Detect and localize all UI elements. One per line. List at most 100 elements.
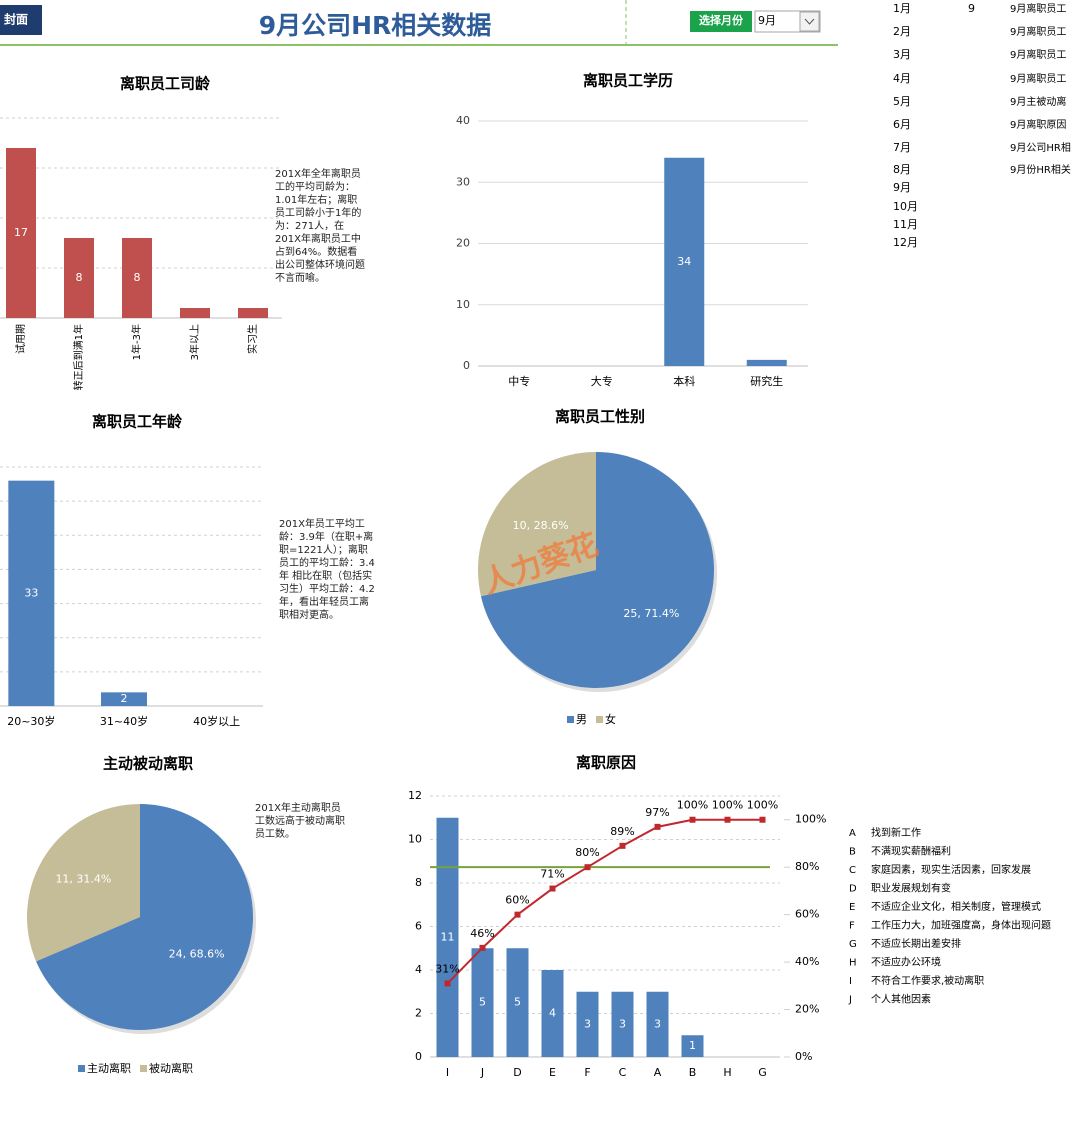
line-value-label: 97% <box>645 806 669 819</box>
month-cell: 2月 <box>893 25 911 38</box>
chart-title: 离职员工学历 <box>583 72 673 90</box>
x-tick-label: 实习生 <box>246 324 259 354</box>
sheet-name-cell: 9月离职原因 <box>1010 118 1066 131</box>
chart-annotation: 201X年全年离职员工的平均司龄为：1.01年左右；离职员工司龄小于1年的为：2… <box>275 169 365 284</box>
x-tick-label: B <box>689 1066 697 1079</box>
note-text: 职业发展规划有变 <box>871 882 951 895</box>
x-tick-label: J <box>480 1066 484 1079</box>
line-point <box>584 864 591 871</box>
note-key: E <box>849 902 855 913</box>
sheet-name-cell: 9月离职员工 <box>1010 2 1066 15</box>
cover-button-label[interactable]: 封面 <box>4 12 28 27</box>
bar <box>576 991 599 1057</box>
note-text: 不适应企业文化，相关制度，管理模式 <box>871 900 1041 913</box>
y-tick-label: 2 <box>415 1007 422 1020</box>
sheet-name-cell: 9月离职员工 <box>1010 72 1066 85</box>
pie-slice <box>480 452 714 688</box>
note-key: B <box>849 847 856 858</box>
y2-tick-label: 80% <box>795 860 819 873</box>
note-text: 不适应长期出差安排 <box>871 937 961 950</box>
bar <box>646 991 669 1057</box>
y-tick-label: 4 <box>415 963 422 976</box>
x-tick-label: I <box>446 1066 449 1079</box>
month-cell: 10月 <box>893 200 918 213</box>
bar-value-label: 1 <box>689 1039 696 1052</box>
bar-value-label: 33 <box>24 586 38 599</box>
bar-value-label: 8 <box>76 271 83 284</box>
note-text: 不适应办公环境 <box>871 956 941 969</box>
x-tick-label: 20~30岁 <box>7 714 55 728</box>
select-month-button[interactable] <box>690 11 752 32</box>
cover-button[interactable] <box>0 5 42 35</box>
month-cell: 12月 <box>893 236 918 249</box>
legend-label: 男 <box>576 713 587 726</box>
bar-value-label: 4 <box>549 1007 556 1020</box>
x-tick-label: 大专 <box>591 374 613 388</box>
y2-tick-label: 0% <box>795 1050 812 1063</box>
pie-label: 10, 28.6% <box>513 519 569 532</box>
line-point <box>759 816 766 823</box>
y-tick-label: 40 <box>456 114 470 127</box>
bar-value-label: 5 <box>479 996 486 1009</box>
sheet-name-cell: 9月离职员工 <box>1010 25 1066 38</box>
x-tick-label: H <box>723 1066 731 1079</box>
bar-value-label: 2 <box>121 692 128 705</box>
x-tick-label: E <box>549 1066 556 1079</box>
line-point <box>724 816 731 823</box>
month-cell: 7月 <box>893 141 911 154</box>
note-text: 找到新工作 <box>871 826 921 839</box>
bar-value-label: 17 <box>14 226 28 239</box>
pie-label: 25, 71.4% <box>623 607 679 620</box>
line-value-label: 100% <box>712 799 743 812</box>
legend-label: 主动离职 <box>87 1061 131 1075</box>
legend-label: 被动离职 <box>149 1061 193 1075</box>
note-text: 不符合工作要求,被动离职 <box>871 974 984 987</box>
note-key: A <box>849 828 856 839</box>
sheet-name-cell: 9月离职员工 <box>1010 48 1066 61</box>
bar <box>64 238 94 318</box>
bar-value-label: 8 <box>134 271 141 284</box>
month-dropdown-value[interactable]: 9月 <box>758 14 776 27</box>
line-point <box>549 885 556 892</box>
y-tick-label: 6 <box>415 920 422 933</box>
note-key: C <box>849 865 856 876</box>
line-value-label: 80% <box>575 846 599 859</box>
y2-tick-label: 20% <box>795 1003 819 1016</box>
legend-swatch <box>78 1065 85 1072</box>
line-value-label: 100% <box>677 799 708 812</box>
bar <box>664 157 705 366</box>
line-value-label: 60% <box>505 894 529 907</box>
sheet-name-cell: 9月公司HR相 <box>1010 141 1071 154</box>
y-tick-label: 8 <box>415 876 422 889</box>
chart-annotation: 201X年员工平均工龄：3.9年（在职+离职=1221人）；离职员工的平均工龄：… <box>279 519 375 621</box>
dropdown-arrow-box[interactable] <box>799 11 820 32</box>
note-text: 工作压力大，加班强度高，身体出现问题 <box>871 919 1051 932</box>
select-month-label[interactable]: 选择月份 <box>699 13 744 27</box>
y-tick-label: 0 <box>415 1050 422 1063</box>
note-key: J <box>848 995 852 1006</box>
note-key: G <box>849 939 857 950</box>
bar <box>541 970 564 1057</box>
x-tick-label: 中专 <box>508 374 530 388</box>
sheet-name-cell: 9月主被动离 <box>1010 95 1066 108</box>
month-cell: 3月 <box>893 48 911 61</box>
bar <box>436 817 459 1057</box>
legend-swatch <box>140 1065 147 1072</box>
line-value-label: 31% <box>435 962 459 975</box>
x-tick-label: 31~40岁 <box>100 714 148 728</box>
line-value-label: 71% <box>540 868 564 881</box>
bar <box>506 948 529 1057</box>
y-tick-label: 10 <box>408 833 422 846</box>
y2-tick-label: 40% <box>795 955 819 968</box>
line-point <box>619 842 626 849</box>
y2-tick-label: 60% <box>795 908 819 921</box>
x-tick-label: D <box>513 1066 521 1079</box>
note-text: 个人其他因素 <box>871 993 931 1006</box>
pie-slice <box>478 452 596 597</box>
dropdown-arrow[interactable] <box>804 18 815 25</box>
note-key: I <box>849 976 852 987</box>
x-tick-label: 试用期 <box>14 324 27 354</box>
y-tick-label: 10 <box>456 298 470 311</box>
